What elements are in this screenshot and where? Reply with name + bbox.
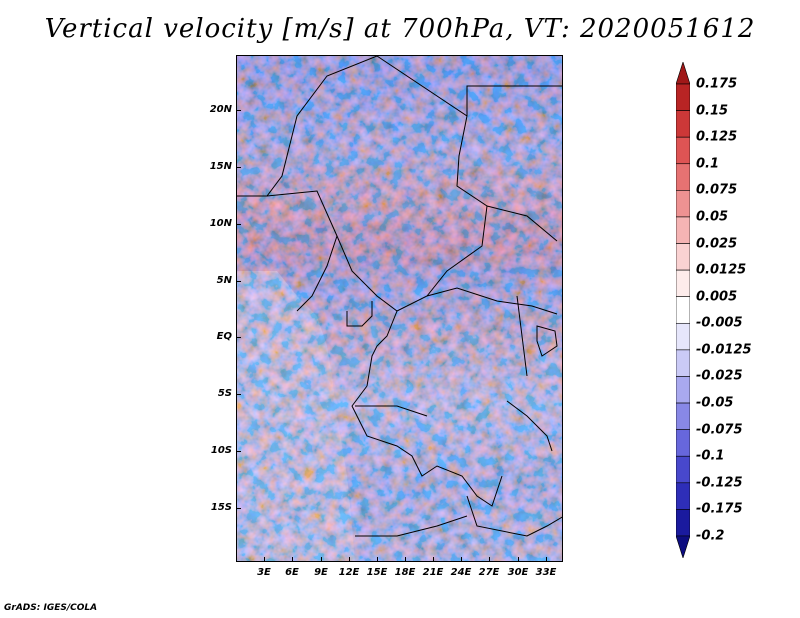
colorbar-label: -0.005 [696,315,743,331]
lat-tick [236,110,241,111]
lat-label-15n: 15N [209,161,232,172]
colorbar-swatch [676,269,690,298]
lat-tick [236,508,241,509]
lat-label-20n: 20N [209,104,232,115]
lon-tick [433,557,434,562]
colorbar-label: 0.005 [696,289,738,305]
colorbar-swatch [676,83,690,111]
lat-tick [236,224,241,225]
colorbar-swatch [676,429,690,457]
lon-label-33e: 33E [535,567,557,578]
colorbar-swatch [676,110,690,138]
colorbar-swatch [676,163,690,191]
colorbar-label: -0.2 [696,528,725,544]
lon-label-6e: 6E [285,567,299,578]
grads-credit: GrADS: IGES/COLA [4,603,98,613]
lon-tick [489,557,490,562]
lat-label-eq: EQ [216,331,232,342]
colorbar [676,62,690,558]
colorbar-label: 0.0125 [696,262,747,278]
colorbar-label: 0.1 [696,156,720,172]
colorbar-swatch [676,535,690,558]
map-panel [236,55,563,562]
lon-label-24e: 24E [450,567,472,578]
lat-tick [236,394,241,395]
lon-label-12e: 12E [338,567,360,578]
colorbar-label: 0.15 [696,103,729,119]
lon-label-3e: 3E [257,567,271,578]
colorbar-swatch [676,482,690,510]
lon-tick [461,557,462,562]
colorbar-swatch [676,455,690,484]
colorbar-swatch [676,136,690,165]
lat-tick [236,451,241,452]
lon-tick [321,557,322,562]
lat-label-5s: 5S [217,388,232,399]
lat-label-5n: 5N [216,275,232,286]
colorbar-swatch [676,349,690,377]
colorbar-swatch [676,296,690,324]
lon-label-27e: 27E [478,567,500,578]
colorbar-label: 0.175 [696,76,738,92]
lon-label-9e: 9E [314,567,328,578]
lat-tick [236,167,241,168]
lon-tick [405,557,406,562]
colorbar-swatch [676,376,690,404]
colorbar-swatch [676,402,690,430]
colorbar-label: -0.025 [696,368,743,384]
colorbar-label: 0.05 [696,209,729,225]
lat-tick [236,281,241,282]
lon-tick [292,557,293,562]
colorbar-label: -0.1 [696,448,725,464]
lon-tick [377,557,378,562]
lon-label-15e: 15E [366,567,388,578]
lon-label-18e: 18E [394,567,416,578]
lon-tick [546,557,547,562]
lat-tick [236,337,241,338]
colorbar-swatch [676,243,690,271]
lon-tick [518,557,519,562]
vertical-velocity-field [237,56,562,561]
colorbar-label: 0.075 [696,182,738,198]
lon-tick [349,557,350,562]
colorbar-swatch [676,509,690,537]
colorbar-label: -0.0125 [696,342,752,358]
colorbar-label: 0.125 [696,129,738,145]
lon-label-30e: 30E [507,567,529,578]
lat-label-10s: 10S [210,445,232,456]
lon-label-21e: 21E [422,567,444,578]
lat-label-15s: 15S [210,502,232,513]
colorbar-swatch [676,216,690,244]
colorbar-label: -0.05 [696,395,734,411]
colorbar-swatch [676,190,690,218]
lat-label-10n: 10N [209,218,232,229]
colorbar-swatch [676,322,690,351]
colorbar-label: 0.025 [696,236,738,252]
colorbar-label: -0.125 [696,475,743,491]
colorbar-label: -0.075 [696,422,743,438]
colorbar-swatch [676,62,690,85]
map-title: Vertical velocity [m/s] at 700hPa, VT: 2… [44,14,756,44]
colorbar-label: -0.175 [696,501,743,517]
lon-tick [264,557,265,562]
